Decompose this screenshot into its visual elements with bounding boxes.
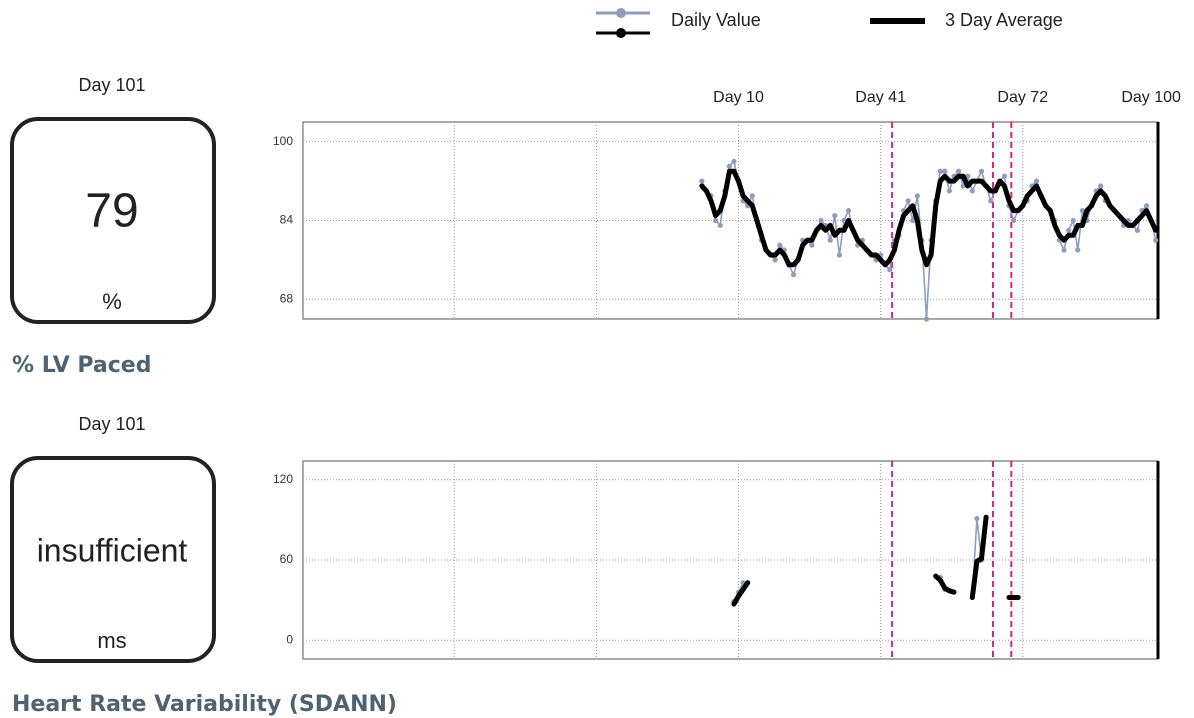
chart-title: % LV Paced [12, 353, 151, 378]
daily-point [978, 168, 985, 174]
daily-point [749, 193, 755, 199]
daily-point [923, 316, 930, 322]
y-tick-label: 84 [280, 213, 294, 227]
daily-point [699, 178, 705, 184]
daily-point [731, 158, 737, 164]
x-tick-label: Day 72 [997, 89, 1048, 106]
daily-point [836, 252, 842, 258]
daily-point [713, 217, 719, 224]
daily-point [937, 168, 943, 174]
daily-point [1134, 227, 1140, 233]
daily-point [772, 257, 778, 263]
y-tick-label: 60 [280, 552, 294, 566]
daily-point [1143, 203, 1150, 209]
daily-point [726, 163, 732, 169]
day-label: Day 101 [78, 75, 145, 95]
y-tick-label: 120 [273, 472, 293, 486]
daily-point [1061, 247, 1067, 253]
x-tick-label: Day 10 [713, 89, 764, 106]
y-tick-label: 100 [273, 134, 293, 148]
legend-label: 3 Day Average [945, 10, 1063, 30]
daily-point [1098, 183, 1104, 189]
legend-swatch [616, 8, 626, 18]
daily-point [1066, 227, 1072, 233]
daily-point [845, 208, 852, 214]
daily-point [910, 217, 916, 224]
daily-point [887, 267, 893, 273]
reading-box [10, 117, 216, 324]
daily-point [946, 188, 953, 194]
reading: insufficient [37, 532, 188, 568]
y-tick-label: 0 [286, 632, 293, 646]
daily-point [827, 237, 833, 243]
daily-point [832, 212, 838, 219]
daily-point [790, 272, 797, 278]
daily-point [1070, 217, 1076, 224]
daily-point [974, 515, 980, 522]
legend-swatch [616, 28, 626, 38]
daily-point [914, 193, 920, 199]
y-tick-label: 68 [280, 291, 294, 305]
unit: % [102, 289, 122, 314]
daily-point [955, 168, 962, 174]
average-line [731, 514, 1021, 607]
x-tick-label: Day 100 [1121, 89, 1181, 106]
chart-title: Heart Rate Variability (SDANN) [12, 692, 397, 717]
daily-point [1075, 247, 1081, 253]
daily-point [969, 188, 975, 194]
daily-point [988, 198, 994, 204]
day-label: Day 101 [78, 414, 145, 434]
daily-point [777, 242, 783, 248]
daily-point [942, 168, 948, 174]
reading: 79 [85, 185, 138, 238]
daily-point [809, 242, 815, 248]
reading-box [10, 456, 216, 663]
average-line [699, 168, 1159, 268]
daily-point [717, 222, 723, 229]
x-tick-label: Day 41 [855, 89, 906, 106]
daily-point [1079, 208, 1085, 214]
daily-point [1033, 178, 1040, 184]
daily-point [1153, 237, 1159, 243]
daily-point [1010, 217, 1017, 224]
daily-point [1001, 173, 1008, 179]
daily-point [818, 217, 824, 224]
daily-point [905, 198, 911, 204]
legend-label: Daily Value [671, 10, 761, 30]
unit: ms [97, 628, 126, 653]
